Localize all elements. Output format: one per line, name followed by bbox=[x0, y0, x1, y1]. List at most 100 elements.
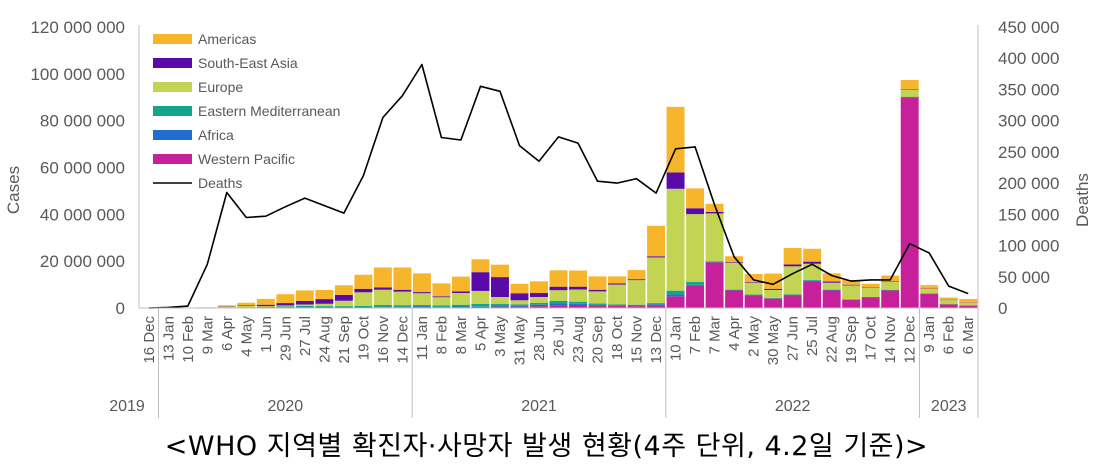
bar-segment bbox=[725, 289, 744, 291]
bar-segment bbox=[276, 294, 295, 304]
x-tick-label: 31 May bbox=[511, 316, 528, 366]
y2-tick-label: 400 000 bbox=[998, 49, 1059, 68]
bar-segment bbox=[451, 306, 470, 308]
year-label: 2020 bbox=[268, 398, 304, 415]
year-label: 2022 bbox=[775, 398, 811, 415]
bar-segment bbox=[705, 261, 724, 263]
bar-segment bbox=[764, 298, 783, 308]
bar-segment bbox=[432, 283, 451, 297]
bar-segment bbox=[647, 256, 666, 258]
x-tick-label: 7 Mar bbox=[707, 316, 724, 354]
bar-segment bbox=[608, 283, 627, 285]
x-tick-label: 27 Jul bbox=[297, 316, 314, 356]
bar-segment bbox=[549, 290, 568, 301]
bar-segment bbox=[588, 303, 607, 305]
y2-tick-label: 350 000 bbox=[998, 80, 1059, 99]
bar-segment bbox=[354, 306, 373, 308]
bar-segment bbox=[549, 286, 568, 291]
bar-segment bbox=[276, 307, 295, 308]
bar-segment bbox=[412, 306, 431, 308]
bar-segment bbox=[510, 293, 529, 301]
bar-segment bbox=[451, 291, 470, 294]
x-tick-label: 9 Jan bbox=[921, 316, 938, 353]
bar-segment bbox=[764, 288, 783, 290]
bar-segment bbox=[530, 293, 548, 297]
bar-segment bbox=[237, 302, 256, 306]
bar-segment bbox=[959, 305, 978, 308]
bar-segment bbox=[627, 270, 646, 280]
x-axis: 16 Dec 13 Jan 10 Feb 9 Mar 6 Apr 4 May 1 Jun 29… bbox=[109, 307, 979, 418]
legend-swatch bbox=[153, 82, 192, 92]
left-axis: 0 20 000 000 40 000 000 60 000 000 80 000 00… bbox=[30, 18, 140, 318]
bar-segment bbox=[237, 305, 256, 307]
legend-label: Eastern Mediterranean bbox=[198, 103, 340, 119]
legend-swatch bbox=[153, 58, 192, 68]
y-tick-label: 80 000 000 bbox=[40, 112, 125, 131]
bar-segment bbox=[549, 303, 568, 306]
bar-segment bbox=[959, 302, 978, 306]
x-tick-label: 13 Dec bbox=[648, 316, 665, 364]
bar-segment bbox=[647, 303, 666, 305]
bar-segment bbox=[686, 214, 705, 283]
bar-segment bbox=[451, 304, 470, 307]
bar-segment bbox=[315, 289, 334, 300]
x-tick-label: 9 Mar bbox=[199, 316, 216, 354]
bar-segment bbox=[510, 304, 529, 306]
bar-segment bbox=[471, 259, 490, 273]
bar-segment bbox=[920, 285, 939, 289]
bar-segment bbox=[842, 284, 861, 286]
bar-segment bbox=[647, 304, 666, 306]
bar-segment bbox=[608, 305, 627, 306]
bar-segment bbox=[549, 270, 568, 287]
bar-segment bbox=[393, 291, 412, 306]
x-tick-label: 24 Aug bbox=[316, 316, 333, 363]
x-tick-label: 7 Feb bbox=[687, 316, 704, 354]
bar-segment bbox=[354, 288, 373, 293]
bar-segment bbox=[315, 306, 334, 308]
bar-segment bbox=[881, 281, 900, 291]
bar-segment bbox=[295, 307, 314, 308]
bar-segment bbox=[471, 290, 490, 304]
bar-segment bbox=[471, 306, 490, 308]
bar-segment bbox=[666, 296, 685, 308]
bar-segment bbox=[861, 287, 880, 288]
bar-segment bbox=[334, 285, 353, 295]
bar-segment bbox=[588, 289, 607, 292]
covid-chart: 0 20 000 000 40 000 000 60 000 000 80 000 00… bbox=[4, 18, 1092, 418]
bar-segment bbox=[881, 281, 900, 282]
chart-caption: <WHO 지역별 확진자·사망자 발생 현황(4주 단위, 4.2일 기준)> bbox=[164, 431, 929, 462]
bar-segment bbox=[295, 305, 314, 308]
bar-segment bbox=[276, 305, 295, 307]
bar-segment bbox=[412, 293, 431, 305]
x-tick-label: 20 Sep bbox=[590, 316, 607, 364]
deaths-series-line bbox=[148, 63, 969, 309]
bar-segment bbox=[920, 293, 939, 308]
bar-segment bbox=[432, 296, 451, 298]
x-tick-label: 28 Jun bbox=[531, 316, 548, 361]
bar-segment bbox=[256, 298, 275, 305]
bar-segment bbox=[334, 300, 353, 307]
x-tick-label: 3 May bbox=[492, 316, 509, 357]
bar-segment bbox=[627, 279, 646, 281]
bar-segment bbox=[256, 306, 275, 308]
bar-segment bbox=[822, 289, 841, 291]
bar-segment bbox=[373, 289, 392, 305]
legend: Americas South-East Asia Europe Eastern Med… bbox=[153, 31, 340, 191]
bar-segment bbox=[744, 295, 763, 308]
bar-segment bbox=[588, 291, 607, 304]
y-tick-label: 0 bbox=[116, 299, 125, 318]
bar-segment bbox=[608, 276, 627, 284]
bar-segment bbox=[334, 294, 353, 301]
bar-segment bbox=[393, 306, 412, 308]
bar-segment bbox=[569, 303, 587, 305]
bar-segment bbox=[900, 80, 919, 90]
y-tick-label: 20 000 000 bbox=[40, 252, 125, 271]
bar-segment bbox=[705, 203, 724, 212]
bar-segment bbox=[510, 306, 529, 308]
y2-axis-label: Deaths bbox=[1073, 173, 1092, 227]
bar-segment bbox=[295, 304, 314, 306]
bar-segment bbox=[744, 274, 763, 283]
bar-segment bbox=[490, 277, 509, 297]
bar-segment bbox=[920, 288, 939, 294]
x-tick-label: 4 May bbox=[238, 316, 255, 357]
